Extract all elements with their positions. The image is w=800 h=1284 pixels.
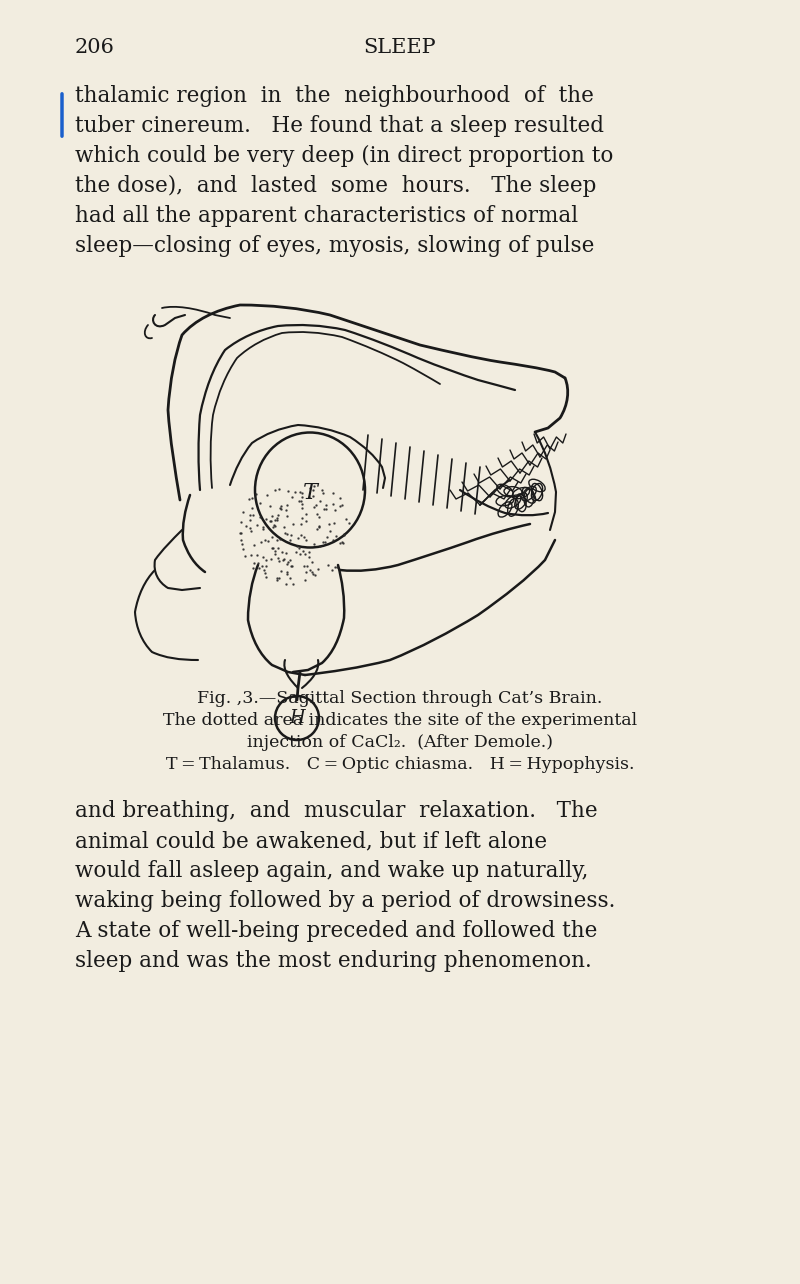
Text: sleep—closing of eyes, myosis, slowing of pulse: sleep—closing of eyes, myosis, slowing o… <box>75 235 594 257</box>
Text: waking being followed by a period of drowsiness.: waking being followed by a period of dro… <box>75 890 615 912</box>
Text: had all the apparent characteristics of normal: had all the apparent characteristics of … <box>75 205 578 227</box>
Text: sleep and was the most enduring phenomenon.: sleep and was the most enduring phenomen… <box>75 950 592 972</box>
Text: thalamic region  in  the  neighbourhood  of  the: thalamic region in the neighbourhood of … <box>75 85 594 107</box>
Text: T: T <box>302 482 318 505</box>
Text: the dose),  and  lasted  some  hours.   The sleep: the dose), and lasted some hours. The sl… <box>75 175 596 196</box>
Text: A state of well-being preceded and followed the: A state of well-being preceded and follo… <box>75 921 598 942</box>
Text: 206: 206 <box>75 39 115 56</box>
Text: Fig. ,3.—Sagittal Section through Cat’s Brain.: Fig. ,3.—Sagittal Section through Cat’s … <box>198 690 602 707</box>
Text: T = Thalamus.   C = Optic chiasma.   H = Hypophysis.: T = Thalamus. C = Optic chiasma. H = Hyp… <box>166 756 634 773</box>
Text: The dotted area indicates the site of the experimental: The dotted area indicates the site of th… <box>163 713 637 729</box>
Text: would fall asleep again, and wake up naturally,: would fall asleep again, and wake up nat… <box>75 860 588 882</box>
Text: animal could be awakened, but if left alone: animal could be awakened, but if left al… <box>75 829 547 853</box>
Text: SLEEP: SLEEP <box>364 39 436 56</box>
Text: injection of CaCl₂.  (After Demole.): injection of CaCl₂. (After Demole.) <box>247 734 553 751</box>
Text: and breathing,  and  muscular  relaxation.   The: and breathing, and muscular relaxation. … <box>75 800 598 822</box>
Text: which could be very deep (in direct proportion to: which could be very deep (in direct prop… <box>75 145 614 167</box>
Text: tuber cinereum.   He found that a sleep resulted: tuber cinereum. He found that a sleep re… <box>75 116 604 137</box>
Text: H: H <box>289 709 305 727</box>
